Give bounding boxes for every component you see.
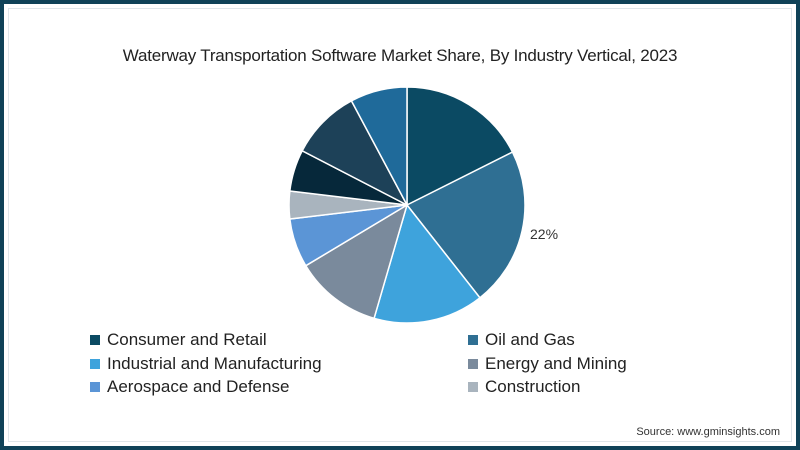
legend-swatch	[90, 382, 100, 392]
pie-slice	[406, 86, 514, 207]
legend-label: Industrial and Manufacturing	[107, 354, 322, 373]
legend-swatch	[90, 359, 100, 369]
legend-swatch	[468, 382, 478, 392]
legend-swatch	[468, 335, 478, 345]
chart-inner-border	[8, 8, 792, 442]
legend-label: Construction	[485, 377, 581, 396]
pie-slice	[405, 151, 526, 299]
pie-slice	[350, 86, 408, 206]
source-text: Source: www.gminsights.com	[636, 426, 780, 438]
pie-slices	[288, 86, 526, 324]
legend-item-industrial: Industrial and Manufacturing	[90, 354, 322, 374]
pie-slice	[373, 203, 481, 324]
data-label-oil-and-gas: 22%	[530, 226, 559, 242]
legend-label: Energy and Mining	[485, 354, 627, 373]
pie-slice	[304, 203, 409, 320]
legend-item-construction: Construction	[468, 377, 580, 397]
legend-label: Aerospace and Defense	[107, 377, 290, 396]
legend-item-aerospace: Aerospace and Defense	[90, 377, 289, 397]
legend-swatch	[90, 335, 100, 345]
legend-label: Consumer and Retail	[107, 330, 267, 349]
legend-label: Oil and Gas	[485, 330, 575, 349]
chart-title: Waterway Transportation Software Market …	[122, 46, 678, 65]
legend-item-energy-mining: Energy and Mining	[468, 354, 627, 374]
legend-item-consumer-retail: Consumer and Retail	[90, 330, 267, 350]
legend-item-oil-gas: Oil and Gas	[468, 330, 575, 350]
legend-swatch	[468, 359, 478, 369]
